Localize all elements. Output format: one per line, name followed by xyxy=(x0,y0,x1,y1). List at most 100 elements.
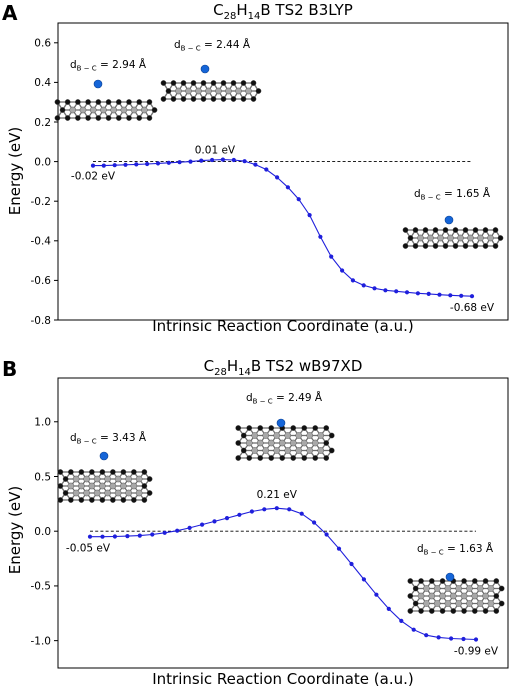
data-point xyxy=(349,561,354,567)
molecule-b3 xyxy=(407,572,505,614)
energy-series-b xyxy=(87,506,479,642)
data-point xyxy=(123,162,128,167)
data-point xyxy=(200,522,205,527)
energy-annotation: 0.01 eV xyxy=(195,145,236,157)
data-point xyxy=(175,528,180,533)
energy-annotation: -0.68 eV xyxy=(450,302,495,314)
data-point xyxy=(461,636,466,642)
data-point xyxy=(101,163,106,168)
data-point xyxy=(145,161,150,167)
distance-label-a1: dB − C = 2.94 Å xyxy=(70,58,147,73)
data-point xyxy=(162,530,167,535)
data-point xyxy=(87,534,93,539)
data-point xyxy=(383,288,388,293)
energy-annotation: -0.99 eV xyxy=(454,646,499,658)
data-point xyxy=(424,633,429,638)
data-point xyxy=(112,163,117,168)
molecule-a3 xyxy=(402,215,504,249)
data-point xyxy=(137,533,142,538)
data-point xyxy=(90,163,96,168)
y-tick-label: 0.4 xyxy=(34,77,51,89)
data-point xyxy=(212,519,217,524)
y-tick-label: 0.0 xyxy=(34,526,51,538)
energy-annotations-b: -0.05 eV 0.21 eV -0.99 eV xyxy=(66,489,499,657)
data-point xyxy=(312,520,317,525)
y-tick-label: 0.6 xyxy=(34,38,51,50)
y-ticks-b: 1.0 0.5 0.0 -0.5 -1.0 xyxy=(31,417,58,647)
y-tick-label: 0.0 xyxy=(34,156,51,168)
data-point xyxy=(318,234,323,239)
distance-label-a3: dB − C = 1.65 Å xyxy=(414,187,491,202)
distance-label-b3: dB − C = 1.63 Å xyxy=(417,542,494,557)
boron-atom xyxy=(445,572,455,582)
data-point xyxy=(324,532,329,537)
y-ticks-a: 0.6 0.4 0.2 0.0 -0.2 -0.4 -0.6 -0.8 xyxy=(31,38,58,327)
data-point xyxy=(275,175,280,180)
data-point xyxy=(242,159,247,164)
energy-annotations-a: -0.02 eV 0.01 eV -0.68 eV xyxy=(71,145,495,315)
energy-annotation: -0.05 eV xyxy=(66,543,111,555)
data-point xyxy=(399,618,404,624)
distance-label-b2: dB − C = 2.49 Å xyxy=(246,391,323,406)
data-point xyxy=(187,525,192,531)
y-tick-label: 0.5 xyxy=(34,471,51,483)
energy-series-a xyxy=(90,157,475,299)
plot-frame-a xyxy=(57,22,509,321)
y-tick-label: -0.2 xyxy=(31,196,52,208)
data-point xyxy=(350,278,355,283)
chart-title-b: C28H14B TS2 wB97XD xyxy=(204,357,363,378)
data-point xyxy=(372,286,377,291)
data-point xyxy=(404,290,410,295)
x-axis-label-a: Intrinsic Reaction Coordinate (a.u.) xyxy=(152,317,414,335)
data-point xyxy=(150,532,155,537)
molecule-a1 xyxy=(54,79,158,121)
panel-b: B C28H14B TS2 wB97XD Energy (eV) Intrins… xyxy=(2,357,509,688)
data-point xyxy=(262,507,267,512)
panel-letter-a: A xyxy=(2,1,18,25)
data-point xyxy=(155,161,161,166)
data-point xyxy=(199,158,204,163)
data-point xyxy=(237,512,242,517)
data-point xyxy=(299,511,304,516)
data-point xyxy=(224,516,230,521)
series-line xyxy=(90,507,477,641)
data-point xyxy=(166,160,171,165)
data-point xyxy=(459,293,464,298)
y-tick-label: -0.5 xyxy=(31,581,52,593)
data-point xyxy=(411,627,416,632)
data-point xyxy=(100,534,105,539)
y-tick-label: -0.8 xyxy=(31,315,52,327)
data-point xyxy=(210,157,215,163)
data-point xyxy=(415,291,420,296)
data-point xyxy=(449,636,454,641)
data-point xyxy=(361,577,366,582)
data-point xyxy=(436,635,441,640)
y-tick-label: -0.4 xyxy=(31,236,52,248)
energy-annotation: -0.02 eV xyxy=(71,171,116,183)
distance-label-a2: dB − C = 2.44 Å xyxy=(174,38,251,53)
y-tick-label: -0.6 xyxy=(31,275,52,287)
data-point xyxy=(249,509,254,514)
data-point xyxy=(469,294,475,299)
data-point xyxy=(394,289,399,294)
data-point xyxy=(296,197,301,202)
boron-atom xyxy=(99,451,109,461)
data-point xyxy=(426,291,431,296)
data-point xyxy=(177,160,182,165)
data-point xyxy=(307,213,312,218)
molecule-b1 xyxy=(57,451,153,503)
data-point xyxy=(374,592,379,597)
panel-a: A C28H14B TS2 B3LYP Energy (eV) Intrinsi… xyxy=(2,1,509,335)
data-point xyxy=(329,254,334,259)
boron-atom xyxy=(276,418,286,428)
data-point xyxy=(231,157,236,163)
x-axis-label-b: Intrinsic Reaction Coordinate (a.u.) xyxy=(152,670,414,688)
y-tick-label: 1.0 xyxy=(34,417,51,429)
boron-atom xyxy=(444,215,454,225)
data-point xyxy=(188,159,193,164)
data-point xyxy=(112,534,117,539)
data-point xyxy=(125,534,130,539)
boron-atom xyxy=(93,79,103,89)
y-axis-label-b: Energy (eV) xyxy=(6,486,24,574)
